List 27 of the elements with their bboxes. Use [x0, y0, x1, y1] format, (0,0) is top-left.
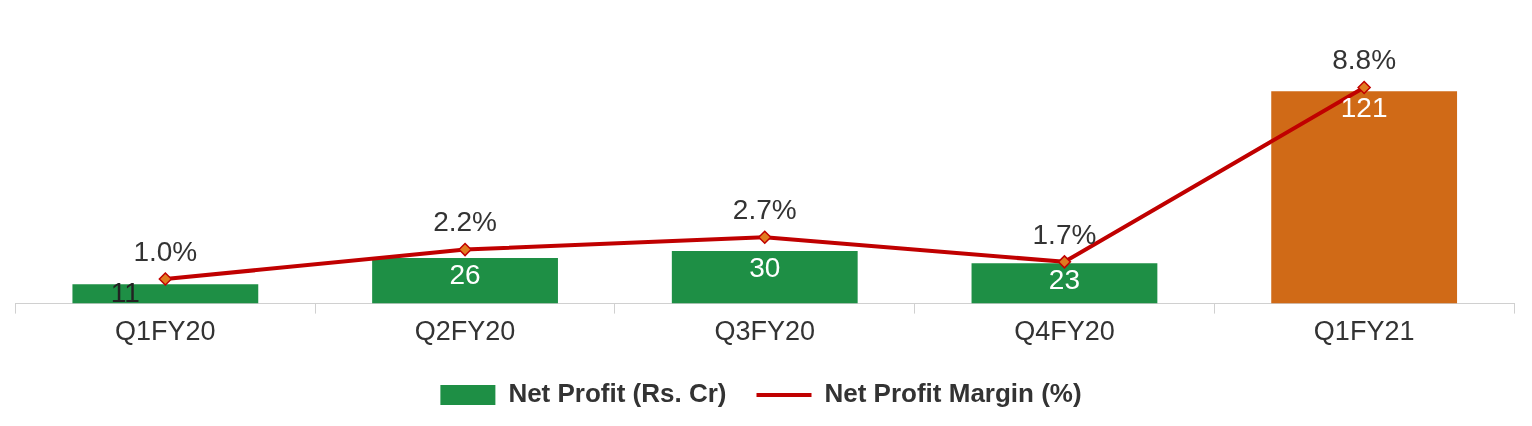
- x-tick-label: Q4FY20: [1014, 316, 1115, 347]
- data-label: 30: [749, 251, 781, 283]
- point: [1057, 255, 1072, 269]
- data-label: 1.7%: [1032, 218, 1097, 250]
- bar: [372, 257, 558, 304]
- data-label: 11: [110, 276, 140, 308]
- point: [158, 272, 173, 286]
- bar: [671, 250, 858, 304]
- data-label: 1.0%: [133, 235, 198, 267]
- legend-label: Net Profit Margin (%): [824, 378, 1082, 409]
- data-label: 121: [1340, 92, 1388, 124]
- data-label: 8.8%: [1332, 44, 1397, 76]
- point: [1357, 80, 1371, 95]
- x-tick-label: Q3FY20: [714, 316, 816, 347]
- legend-label: Net Profit (Rs. Cr): [508, 378, 727, 409]
- point: [758, 230, 772, 245]
- bar: [1271, 91, 1458, 304]
- data-label: 2.7%: [732, 194, 797, 226]
- data-label: 2.2%: [433, 206, 497, 238]
- x-tick-label: Q1FY21: [1313, 316, 1415, 347]
- bar: [971, 263, 1158, 304]
- x-tick-label: Q2FY20: [414, 316, 516, 347]
- x-tick-label: Q1FY20: [115, 316, 216, 347]
- data-label: 23: [1048, 263, 1081, 295]
- point: [458, 242, 472, 257]
- data-label: 26: [449, 258, 481, 290]
- bar: [72, 284, 259, 304]
